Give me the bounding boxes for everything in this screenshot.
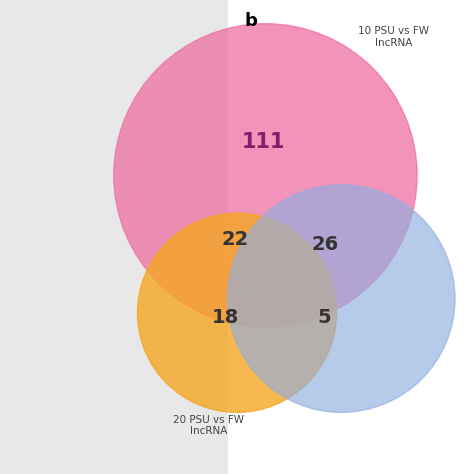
Text: 5: 5 <box>318 308 331 327</box>
Text: 26: 26 <box>311 235 338 254</box>
Text: b: b <box>244 12 257 30</box>
Text: 18: 18 <box>211 308 239 327</box>
Text: 22: 22 <box>221 230 248 249</box>
Text: 10 PSU vs FW
lncRNA: 10 PSU vs FW lncRNA <box>358 26 429 48</box>
FancyBboxPatch shape <box>0 0 228 474</box>
Circle shape <box>114 24 417 327</box>
Circle shape <box>137 213 337 412</box>
FancyBboxPatch shape <box>228 0 474 474</box>
Text: 111: 111 <box>241 132 285 152</box>
Text: 20 PSU vs FW
lncRNA: 20 PSU vs FW lncRNA <box>173 415 244 437</box>
Circle shape <box>228 185 455 412</box>
